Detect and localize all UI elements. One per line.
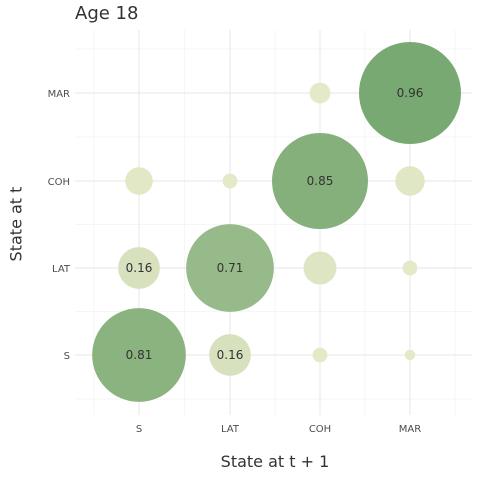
bubble-mar-to-coh <box>309 82 331 104</box>
bubble-s-to-s <box>92 308 186 402</box>
bubble-s-to-mar <box>404 349 416 361</box>
bubble-value-label: 0.16 <box>217 348 244 362</box>
bubble-lat-to-s <box>118 247 160 289</box>
chart-title: Age 18 <box>75 3 139 24</box>
bubble-s-to-lat <box>209 334 251 376</box>
bubble-lat-to-lat <box>186 224 274 312</box>
bubble-value-label: 0.96 <box>397 86 424 100</box>
bubble-s-to-coh <box>312 347 328 363</box>
bubble-coh-to-s <box>125 167 153 195</box>
bubble-mar-to-mar <box>359 42 461 144</box>
ticks: S LAT COH MAR S LAT COH MAR <box>48 89 422 435</box>
y-tick-label: LAT <box>52 264 71 275</box>
x-tick-label: S <box>136 424 142 435</box>
bubbles: 0.81 0.16 0.16 0.71 0.85 0.96 <box>92 42 461 402</box>
x-tick-label: LAT <box>221 424 240 435</box>
bubble-coh-to-mar <box>395 166 425 196</box>
x-tick-label: COH <box>309 424 331 435</box>
bubble-coh-to-coh <box>272 133 368 229</box>
bubble-value-label: 0.81 <box>126 348 153 362</box>
x-tick-label: MAR <box>399 424 421 435</box>
bubble-value-label: 0.71 <box>217 261 244 275</box>
bubble-coh-to-lat <box>222 173 238 189</box>
y-tick-label: COH <box>48 177 70 188</box>
x-axis-label: State at t + 1 <box>220 452 330 471</box>
bubble-value-label: 0.16 <box>126 261 153 275</box>
bubble-lat-to-coh <box>303 251 337 285</box>
y-tick-label: S <box>64 351 70 362</box>
bubble-value-label: 0.85 <box>307 174 334 188</box>
bubble-lat-to-mar <box>402 260 418 276</box>
y-tick-label: MAR <box>48 89 70 100</box>
